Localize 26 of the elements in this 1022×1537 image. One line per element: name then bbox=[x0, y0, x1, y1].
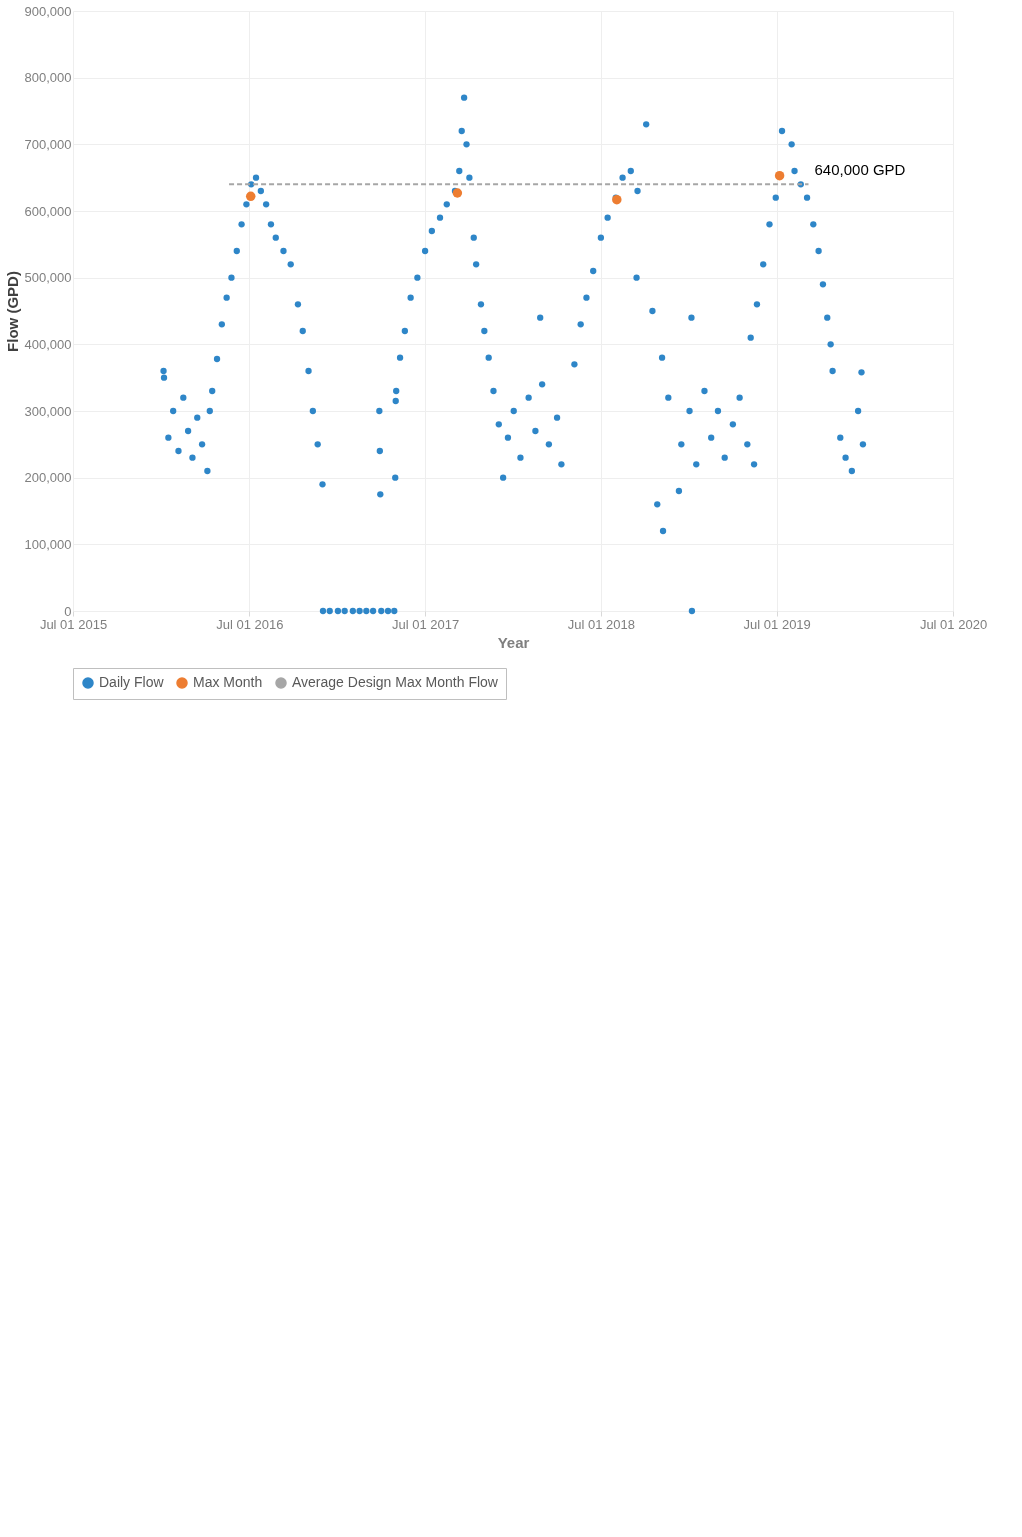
point bbox=[612, 194, 622, 205]
y-tick-label: 600,000 bbox=[24, 203, 72, 219]
x-tick-label: Jul 01 2020 bbox=[919, 616, 988, 632]
point bbox=[452, 188, 463, 198]
point bbox=[245, 191, 256, 202]
y-axis-title: Flow (GPD) bbox=[3, 271, 21, 352]
x-axis-title: Year bbox=[497, 633, 530, 651]
legend-label: Daily Flow bbox=[99, 674, 165, 690]
annotation: 640,000 GPD bbox=[814, 161, 906, 179]
y-tick-label: 800,000 bbox=[24, 70, 72, 86]
y-tick-label: 200,000 bbox=[24, 470, 72, 486]
point bbox=[774, 170, 785, 181]
x-tick-label: Jul 01 2018 bbox=[567, 616, 636, 632]
y-tick-label: 0 bbox=[64, 603, 72, 619]
y-tick-label: 300,000 bbox=[24, 403, 72, 419]
x-tick-label: Jul 01 2015 bbox=[39, 616, 108, 632]
x-tick-label: Jul 01 2019 bbox=[743, 616, 811, 632]
x-tick-label: Jul 01 2017 bbox=[391, 616, 460, 632]
y-tick-label: 500,000 bbox=[24, 270, 72, 286]
x-tick-label: Jul 01 2016 bbox=[216, 616, 284, 632]
legend-label: Average Design Max Month Flow bbox=[292, 674, 499, 690]
y-tick-label: 400,000 bbox=[24, 336, 72, 352]
y-tick-label: 900,000 bbox=[24, 3, 72, 19]
y-tick-label: 700,000 bbox=[24, 136, 72, 152]
y-tick-label: 100,000 bbox=[24, 536, 72, 552]
legend-label: Max Month bbox=[193, 674, 263, 690]
